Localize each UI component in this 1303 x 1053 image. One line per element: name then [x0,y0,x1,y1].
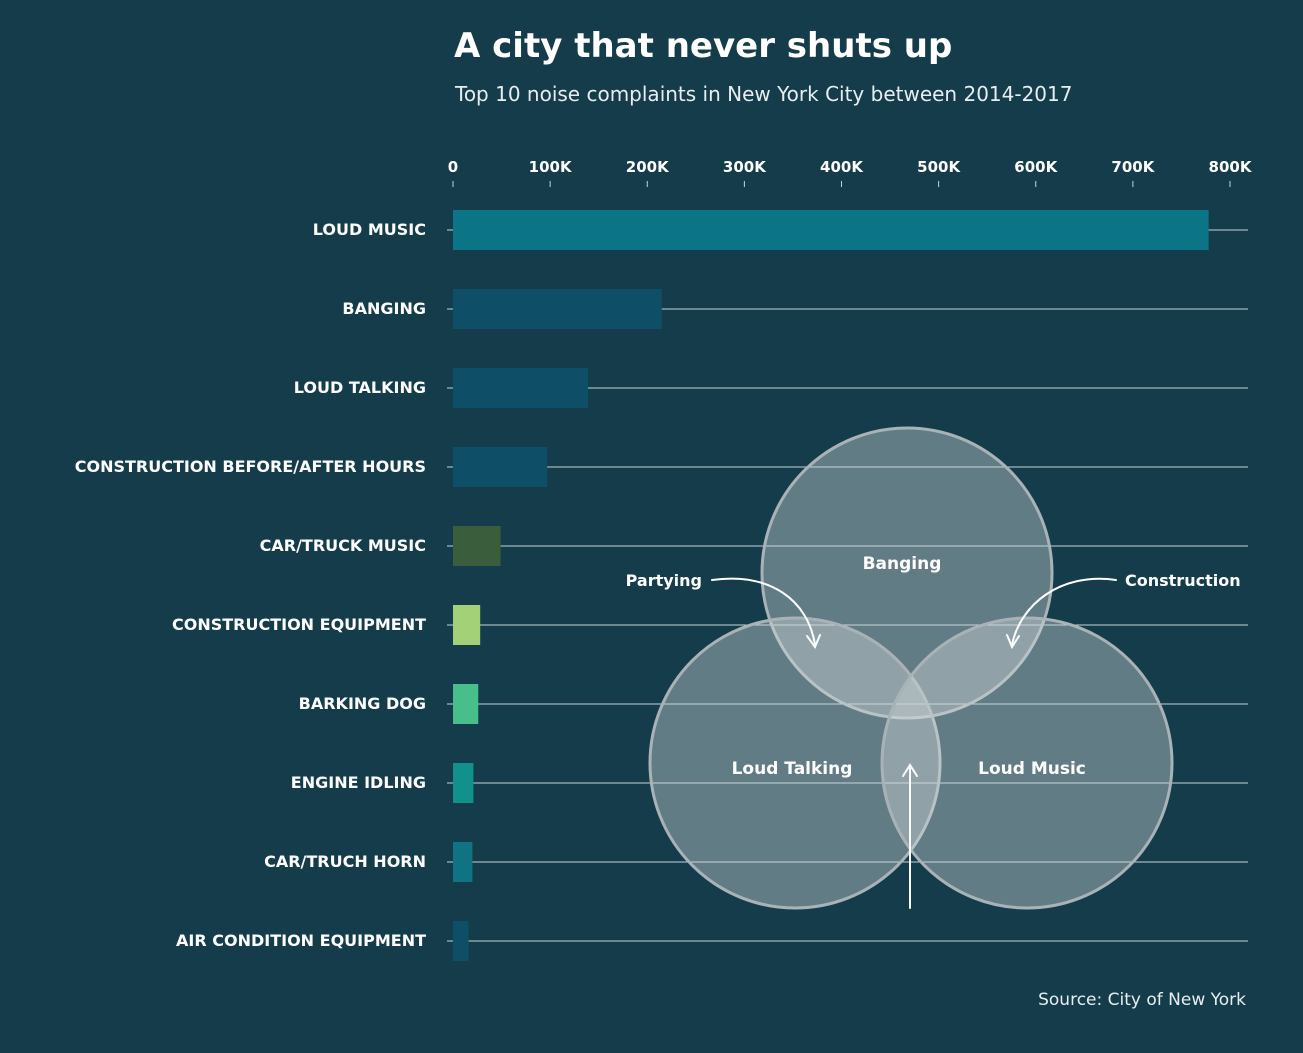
category-label: CONSTRUCTION BEFORE/AFTER HOURS [75,457,426,476]
category-label: CAR/TRUCH HORN [264,852,426,871]
arrow-partying [711,577,821,650]
category-label: BARKING DOG [299,694,426,713]
x-tick-label: 800K [1209,158,1253,176]
chart-title: A city that never shuts up [454,26,953,66]
bar [453,921,469,961]
x-tick-label: 0 [448,158,458,176]
venn-label-loud-talking: Loud Talking [732,759,853,779]
bar [453,210,1209,250]
x-tick-label: 100K [529,158,573,176]
bar [453,289,662,329]
venn-diagram: Banging Loud Talking Loud Music Partying… [626,426,1241,910]
arrow-center [902,763,918,909]
chart-subtitle: Top 10 noise complaints in New York City… [455,82,1073,106]
venn-circle-loud-talking [648,616,942,910]
x-tick-label: 500K [917,158,961,176]
category-label: LOUD MUSIC [313,220,426,239]
bar [453,763,474,803]
x-tick-label: 600K [1014,158,1058,176]
category-label: CAR/TRUCK MUSIC [260,536,426,555]
bar [453,526,501,566]
venn-label-loud-music: Loud Music [978,759,1086,779]
bars [453,210,1209,961]
annotation-construction: Construction [1125,571,1241,590]
venn-label-banging: Banging [863,554,942,574]
x-tick-label: 200K [626,158,670,176]
x-tick-label: 400K [820,158,864,176]
bar [453,368,589,408]
category-label: BANGING [342,299,426,318]
x-axis-ticks: 0 100K 200K 300K 400K 500K 600K 700K 800K [448,158,1253,187]
source-note: Source: City of New York [1038,990,1246,1010]
bar [453,684,479,724]
bar [453,447,548,487]
annotation-partying: Partying [626,571,702,590]
category-label: AIR CONDITION EQUIPMENT [176,931,426,950]
bar [453,605,481,645]
venn-circle-banging [760,426,1054,720]
bar [453,842,473,882]
category-labels: LOUD MUSIC BANGING LOUD TALKING CONSTRUCTIO… [75,220,426,950]
x-tick-label: 700K [1111,158,1155,176]
category-label: CONSTRUCTION EQUIPMENT [172,615,426,634]
arrow-construction [1006,577,1117,650]
category-label: LOUD TALKING [294,378,426,397]
x-tick-label: 300K [723,158,767,176]
category-label: ENGINE IDLING [291,773,426,792]
venn-circle-loud-music [880,616,1174,910]
